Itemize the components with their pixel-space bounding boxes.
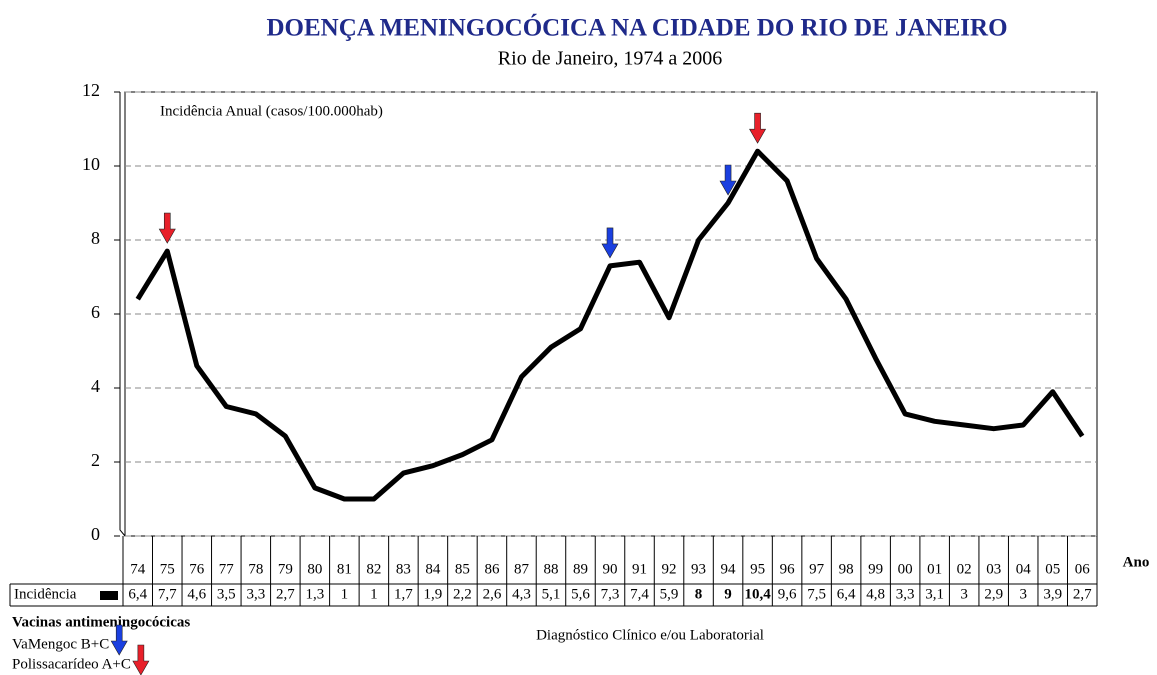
x-tick-label: 06 bbox=[1075, 561, 1091, 577]
vaccine-legend-label: VaMengoc B+C bbox=[12, 636, 109, 652]
vaccine-legend-arrow bbox=[132, 644, 150, 675]
annotation: Incidência Anual (casos/100.000hab) bbox=[160, 103, 383, 119]
x-tick-label: 82 bbox=[366, 561, 381, 577]
x-tick-label: 95 bbox=[750, 561, 765, 577]
x-tick-label: 85 bbox=[455, 561, 470, 577]
x-tick-label: 77 bbox=[219, 561, 235, 577]
x-tick-label: 93 bbox=[691, 561, 706, 577]
value-label: 5,1 bbox=[542, 586, 561, 602]
value-label: 3 bbox=[1019, 586, 1027, 602]
vaccine-arrow bbox=[749, 112, 767, 144]
x-tick-label: 76 bbox=[189, 561, 205, 577]
value-label: 5,9 bbox=[660, 586, 679, 602]
value-label: 3,3 bbox=[896, 586, 915, 602]
axis-depth bbox=[119, 92, 126, 537]
value-label: 7,7 bbox=[158, 586, 177, 602]
x-tick-label: 75 bbox=[160, 561, 175, 577]
value-label: 1 bbox=[341, 586, 349, 602]
vaccine-legend-title: Vacinas antimeningocócicas bbox=[12, 614, 190, 630]
x-tick-label: 74 bbox=[130, 561, 146, 577]
x-tick-label: 78 bbox=[248, 561, 263, 577]
value-label: 1,7 bbox=[394, 586, 413, 602]
x-tick-label: 92 bbox=[662, 561, 677, 577]
value-label: 3,1 bbox=[925, 586, 944, 602]
legend-label: Incidência bbox=[14, 586, 77, 602]
value-label: 4,6 bbox=[187, 586, 206, 602]
value-label: 3,5 bbox=[217, 586, 236, 602]
x-tick-label: 98 bbox=[839, 561, 854, 577]
x-tick-label: 89 bbox=[573, 561, 588, 577]
value-label: 3 bbox=[960, 586, 968, 602]
value-label: 6,4 bbox=[837, 586, 856, 602]
footnote: Diagnóstico Clínico e/ou Laboratorial bbox=[536, 627, 764, 643]
y-tick-label: 8 bbox=[91, 228, 100, 248]
vaccine-arrow bbox=[158, 212, 176, 244]
value-label: 7,5 bbox=[807, 586, 826, 602]
value-label: 1,3 bbox=[305, 586, 324, 602]
vaccine-legend-arrow bbox=[110, 624, 128, 656]
value-label: 6,4 bbox=[128, 586, 147, 602]
line-series bbox=[135, 148, 1085, 502]
chart-title: DOENÇA MENINGOCÓCICA NA CIDADE DO RIO DE… bbox=[266, 14, 1007, 42]
x-tick-label: 88 bbox=[543, 561, 558, 577]
value-label: 2,7 bbox=[1073, 586, 1092, 602]
y-tick-label: 6 bbox=[91, 302, 100, 322]
value-label: 4,8 bbox=[866, 586, 885, 602]
vaccine-legend-label: Polissacarídeo A+C bbox=[12, 656, 131, 672]
x-tick-label: 05 bbox=[1045, 561, 1060, 577]
x-tick-label: 01 bbox=[927, 561, 942, 577]
value-label: 1 bbox=[370, 586, 378, 602]
y-tick-label: 0 bbox=[91, 524, 100, 544]
value-label: 2,9 bbox=[984, 586, 1003, 602]
value-label: 2,2 bbox=[453, 586, 472, 602]
x-tick-label: 03 bbox=[986, 561, 1001, 577]
x-tick-label: 79 bbox=[278, 561, 293, 577]
x-tick-label: 83 bbox=[396, 561, 411, 577]
chart-subtitle: Rio de Janeiro, 1974 a 2006 bbox=[498, 48, 722, 70]
y-tick-label: 10 bbox=[82, 154, 100, 174]
value-label: 7,3 bbox=[601, 586, 620, 602]
value-label: 9 bbox=[724, 586, 732, 602]
value-label: 2,7 bbox=[276, 586, 295, 602]
x-tick-label: 81 bbox=[337, 561, 352, 577]
x-tick-label: 02 bbox=[957, 561, 972, 577]
vaccine-arrow bbox=[601, 227, 619, 259]
x-tick-label: 87 bbox=[514, 561, 530, 577]
value-label: 3,3 bbox=[246, 586, 265, 602]
value-label: 3,9 bbox=[1043, 586, 1062, 602]
value-label: 9,6 bbox=[778, 586, 797, 602]
x-tick-label: 04 bbox=[1016, 561, 1032, 577]
value-label: 5,6 bbox=[571, 586, 590, 602]
value-label: 7,4 bbox=[630, 586, 649, 602]
y-tick-label: 12 bbox=[82, 80, 100, 100]
value-label: 1,9 bbox=[424, 586, 443, 602]
legend-swatch bbox=[100, 591, 118, 600]
x-tick-label: 90 bbox=[603, 561, 618, 577]
x-tick-label: 96 bbox=[780, 561, 796, 577]
y-tick-label: 4 bbox=[91, 376, 100, 396]
value-label: 10,4 bbox=[744, 586, 771, 602]
x-tick-label: 91 bbox=[632, 561, 647, 577]
x-tick-label: 86 bbox=[484, 561, 500, 577]
x-tick-label: 00 bbox=[898, 561, 913, 577]
value-label: 2,6 bbox=[483, 586, 502, 602]
vaccine-arrow bbox=[719, 164, 737, 196]
x-tick-label: 80 bbox=[307, 561, 322, 577]
x-axis-label: Ano bbox=[1123, 554, 1150, 570]
x-tick-label: 97 bbox=[809, 561, 825, 577]
value-label: 8 bbox=[695, 586, 703, 602]
value-label: 4,3 bbox=[512, 586, 531, 602]
x-tick-label: 99 bbox=[868, 561, 883, 577]
x-tick-label: 84 bbox=[425, 561, 441, 577]
y-tick-label: 2 bbox=[91, 450, 100, 470]
x-tick-label: 94 bbox=[721, 561, 737, 577]
